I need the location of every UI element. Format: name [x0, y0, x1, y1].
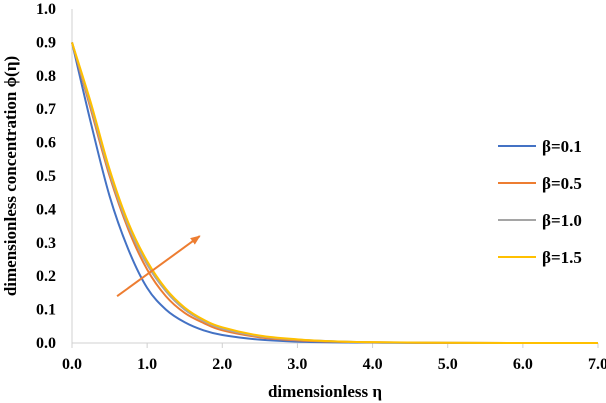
- y-tick-label: 1.0: [36, 1, 56, 18]
- legend-label-0: β=0.1: [542, 137, 582, 156]
- axes: [71, 9, 599, 348]
- legend-label-2: β=1.0: [542, 211, 582, 230]
- series-lines: [71, 42, 599, 345]
- legend-label-3: β=1.5: [542, 248, 582, 267]
- annotation: [116, 235, 201, 298]
- x-tick-label: 6.0: [513, 356, 533, 373]
- legend: β=0.1 β=0.5 β=1.0 β=1.5: [498, 137, 582, 267]
- x-tick-label: 5.0: [438, 356, 458, 373]
- y-tick-label: 0.4: [36, 201, 56, 218]
- x-tick-label: 1.0: [137, 356, 157, 373]
- y-tick-label: 0.0: [36, 335, 56, 352]
- y-tick-label: 0.9: [36, 34, 56, 51]
- y-axis-title: dimensionless concentration ϕ(η): [1, 56, 20, 296]
- y-tick-label: 0.7: [36, 101, 56, 118]
- y-tick-label: 0.3: [36, 235, 56, 252]
- trend-arrow: [116, 235, 201, 298]
- y-tick-label: 0.1: [36, 302, 56, 319]
- x-tick-label: 4.0: [363, 356, 383, 373]
- y-tick-label: 0.6: [36, 135, 56, 152]
- series-line-1: [71, 42, 599, 345]
- series-line-3: [71, 42, 599, 345]
- y-tick-label: 0.5: [36, 168, 56, 185]
- y-tick-label: 0.2: [36, 268, 56, 285]
- tick-labels: 0.0 1.0 2.0 3.0 4.0 5.0 6.0 7.0 0.0 0.1 0.2 0.3 0.4 0…: [36, 1, 606, 373]
- x-axis-title: dimensionless η: [268, 382, 382, 401]
- legend-label-1: β=0.5: [542, 174, 582, 193]
- x-tick-label: 2.0: [212, 356, 232, 373]
- series-line-0: [71, 42, 598, 345]
- series-line-2: [71, 42, 599, 345]
- x-tick-label: 3.0: [287, 356, 307, 373]
- y-tick-label: 0.8: [36, 68, 56, 85]
- x-tick-label: 7.0: [588, 356, 606, 373]
- x-tick-label: 0.0: [62, 356, 82, 373]
